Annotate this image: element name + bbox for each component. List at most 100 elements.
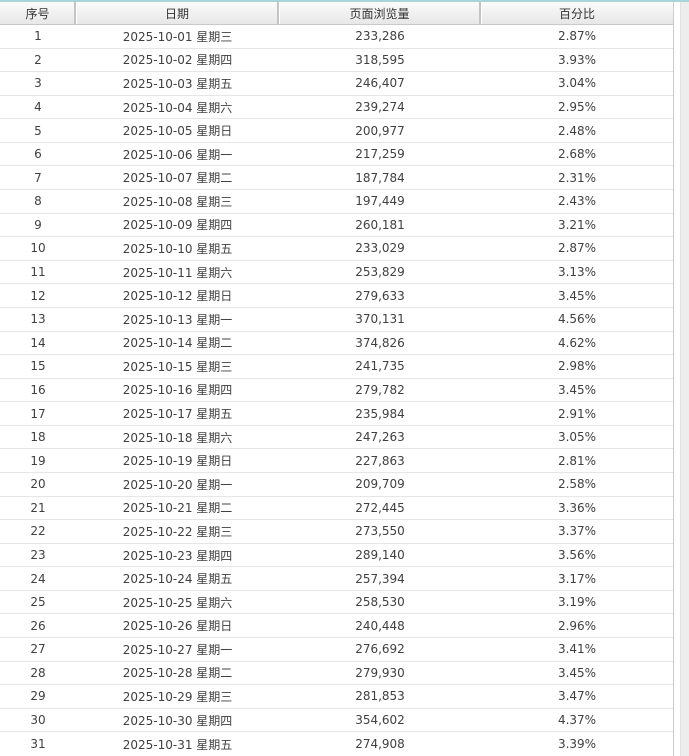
cell-views: 247,263 xyxy=(355,430,405,445)
cell-percent: 2.96% xyxy=(557,618,597,633)
cell-date: 2025-10-01 星期三 xyxy=(122,29,233,44)
table-row: 31 2025-10-31 星期五 274,908 3.39% xyxy=(0,732,673,756)
cell-index: 3 xyxy=(34,76,42,91)
column-header-percent: 百分比 xyxy=(558,6,595,21)
cell-views: 279,633 xyxy=(355,288,405,303)
cell-percent: 2.91% xyxy=(557,406,597,421)
table-row: 17 2025-10-17 星期五 235,984 2.91% xyxy=(0,402,673,426)
cell-views: 318,595 xyxy=(355,52,405,67)
cell-views: 260,181 xyxy=(355,217,405,232)
cell-index: 9 xyxy=(34,217,42,232)
cell-views: 272,445 xyxy=(355,500,405,515)
table-row: 15 2025-10-15 星期三 241,735 2.98% xyxy=(0,355,673,379)
cell-date: 2025-10-20 星期一 xyxy=(122,477,233,492)
table-row: 12 2025-10-12 星期日 279,633 3.45% xyxy=(0,284,673,308)
cell-views: 274,908 xyxy=(355,737,405,752)
cell-index: 26 xyxy=(30,618,46,633)
cell-index: 12 xyxy=(30,288,46,303)
cell-index: 5 xyxy=(34,123,42,138)
cell-date: 2025-10-26 星期日 xyxy=(122,619,233,634)
cell-percent: 2.95% xyxy=(557,100,597,115)
cell-views: 258,530 xyxy=(355,595,405,610)
cell-views: 273,550 xyxy=(355,524,405,539)
column-header-index: 序号 xyxy=(0,2,76,24)
table-row: 30 2025-10-30 星期四 354,602 4.37% xyxy=(0,708,673,733)
table-row: 10 2025-10-10 星期五 233,029 2.87% xyxy=(0,237,673,261)
cell-index: 16 xyxy=(30,382,46,397)
cell-percent: 3.41% xyxy=(557,642,597,657)
table-row: 5 2025-10-05 星期日 200,977 2.48% xyxy=(0,119,673,143)
vertical-scrollbar[interactable] xyxy=(680,2,689,756)
cell-percent: 2.98% xyxy=(557,359,597,374)
cell-date: 2025-10-07 星期二 xyxy=(122,171,233,186)
table-row: 27 2025-10-27 星期一 276,692 3.41% xyxy=(0,638,673,662)
cell-index: 1 xyxy=(34,29,42,44)
cell-percent: 3.05% xyxy=(557,430,597,445)
table-header-row: 序号 日期 页面浏览量 百分比 xyxy=(0,2,673,25)
cell-index: 24 xyxy=(30,571,46,586)
cell-index: 6 xyxy=(34,147,42,162)
cell-views: 370,131 xyxy=(355,312,405,327)
cell-date: 2025-10-08 星期三 xyxy=(122,194,233,209)
scrollbar-gutter xyxy=(675,2,680,756)
cell-index: 13 xyxy=(30,312,46,327)
table-row: 13 2025-10-13 星期一 370,131 4.56% xyxy=(0,307,673,332)
cell-percent: 3.13% xyxy=(557,265,597,280)
cell-views: 289,140 xyxy=(355,548,405,562)
table-row: 3 2025-10-03 星期五 246,407 3.04% xyxy=(0,72,673,96)
cell-views: 246,407 xyxy=(355,76,405,91)
cell-percent: 3.93% xyxy=(557,52,597,67)
cell-date: 2025-10-09 星期四 xyxy=(122,218,233,233)
cell-percent: 3.45% xyxy=(557,665,597,680)
cell-percent: 3.39% xyxy=(557,737,597,752)
column-header-views: 页面浏览量 xyxy=(279,2,481,24)
table-row: 14 2025-10-14 星期二 374,826 4.62% xyxy=(0,331,673,356)
cell-index: 22 xyxy=(30,524,46,539)
cell-date: 2025-10-05 星期日 xyxy=(122,124,233,139)
cell-index: 8 xyxy=(34,194,42,209)
cell-percent: 2.31% xyxy=(557,170,597,185)
cell-date: 2025-10-10 星期五 xyxy=(122,241,233,256)
cell-index: 17 xyxy=(30,406,46,421)
cell-index: 30 xyxy=(30,713,46,728)
pageviews-table: 序号 日期 页面浏览量 百分比 1 2025-10-01 星期三 233,286 2.87%… xyxy=(0,2,674,756)
cell-views: 240,448 xyxy=(355,618,405,633)
cell-percent: 4.56% xyxy=(557,312,597,327)
cell-date: 2025-10-14 星期二 xyxy=(122,336,233,351)
table-row: 4 2025-10-04 星期六 239,274 2.95% xyxy=(0,95,673,120)
cell-date: 2025-10-13 星期一 xyxy=(122,312,233,327)
table-row: 29 2025-10-29 星期三 281,853 3.47% xyxy=(0,685,673,709)
cell-date: 2025-10-17 星期五 xyxy=(122,407,233,422)
cell-date: 2025-10-30 星期四 xyxy=(122,713,233,728)
cell-date: 2025-10-22 星期三 xyxy=(122,524,233,539)
cell-views: 227,863 xyxy=(355,453,405,468)
cell-date: 2025-10-15 星期三 xyxy=(122,359,233,374)
cell-date: 2025-10-02 星期四 xyxy=(122,53,233,68)
cell-index: 18 xyxy=(30,430,46,445)
cell-views: 233,029 xyxy=(355,241,405,256)
cell-index: 25 xyxy=(30,595,46,610)
cell-date: 2025-10-06 星期一 xyxy=(122,147,233,162)
cell-percent: 2.68% xyxy=(557,147,597,162)
table-row: 6 2025-10-06 星期一 217,259 2.68% xyxy=(0,142,673,167)
table-row: 24 2025-10-24 星期五 257,394 3.17% xyxy=(0,567,673,591)
cell-index: 4 xyxy=(34,100,42,115)
cell-percent: 2.87% xyxy=(557,29,597,44)
cell-index: 23 xyxy=(30,548,46,562)
table-row: 26 2025-10-26 星期日 240,448 2.96% xyxy=(0,614,673,639)
cell-views: 217,259 xyxy=(355,147,405,162)
cell-index: 21 xyxy=(30,500,46,515)
cell-views: 235,984 xyxy=(355,406,405,421)
cell-percent: 2.87% xyxy=(557,241,597,256)
cell-index: 14 xyxy=(30,335,46,350)
cell-views: 187,784 xyxy=(355,170,405,185)
cell-date: 2025-10-11 星期六 xyxy=(122,265,233,280)
cell-date: 2025-10-21 星期二 xyxy=(122,501,233,516)
cell-index: 19 xyxy=(30,453,46,468)
cell-views: 276,692 xyxy=(355,642,405,657)
cell-date: 2025-10-23 星期四 xyxy=(122,548,233,563)
cell-index: 20 xyxy=(30,477,46,492)
cell-percent: 3.17% xyxy=(557,571,597,586)
cell-percent: 2.81% xyxy=(557,453,597,468)
cell-percent: 3.04% xyxy=(557,76,597,91)
